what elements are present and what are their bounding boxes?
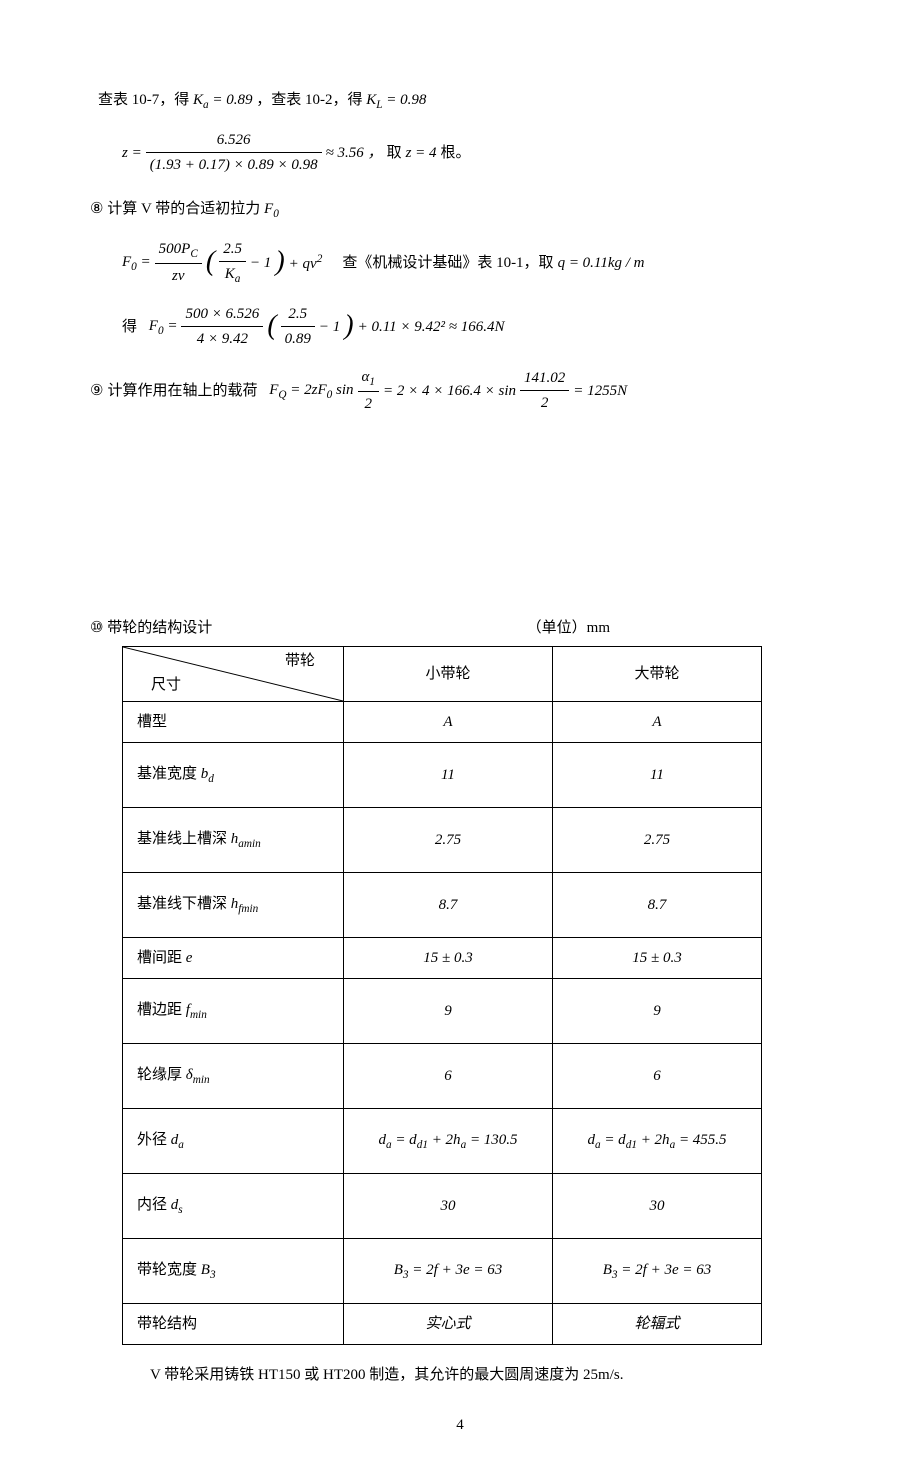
frac2: 141.02 2 bbox=[520, 366, 569, 415]
text: 计算 V 带的合适初拉力 bbox=[107, 201, 260, 217]
table-row: 内径 ds3030 bbox=[123, 1174, 762, 1239]
tail: + 0.11 × 9.42² ≈ 166.4N bbox=[358, 315, 505, 339]
eq-f0-numeric: 得 F0 = 500 × 6.526 4 × 9.42 ( 2.5 0.89 −… bbox=[122, 302, 830, 351]
text: 查表 10-7，得 bbox=[98, 92, 189, 108]
frac1: 500PC zv bbox=[155, 237, 202, 288]
row-label: 轮缘厚 δmin bbox=[123, 1044, 344, 1109]
text: ，查表 10-2，得 bbox=[256, 92, 362, 108]
diag-header: 带轮 尺寸 bbox=[123, 647, 344, 702]
rparen: ) bbox=[344, 304, 353, 349]
eq-z: z = 6.526 (1.93 + 0.17) × 0.89 × 0.98 ≈ … bbox=[122, 128, 830, 177]
pre: 得 bbox=[122, 315, 137, 339]
approx: ≈ 3.56 ， bbox=[326, 141, 383, 165]
frac1: 500 × 6.526 4 × 9.42 bbox=[181, 302, 263, 351]
cell-large: 11 bbox=[553, 743, 762, 808]
cell-large: 8.7 bbox=[553, 873, 762, 938]
cell-large: 6 bbox=[553, 1044, 762, 1109]
minus1: − 1 bbox=[319, 315, 340, 339]
footer-note: V 带轮采用铸铁 HT150 或 HT200 制造，其允许的最大圆周速度为 25… bbox=[150, 1363, 830, 1387]
table-row: 带轮宽度 B3B3 = 2f + 3e = 63B3 = 2f + 3e = 6… bbox=[123, 1239, 762, 1304]
row-label: 带轮宽度 B3 bbox=[123, 1239, 344, 1304]
mid: = 2 × 4 × 166.4 × sin bbox=[383, 379, 516, 403]
cell-small: A bbox=[344, 702, 553, 743]
cell-small: 实心式 bbox=[344, 1304, 553, 1345]
step-10-heading: ⑩ 带轮的结构设计 （单位）mm bbox=[90, 616, 830, 640]
row-label: 基准宽度 bd bbox=[123, 743, 344, 808]
rparen: ) bbox=[275, 240, 284, 285]
text: 带轮的结构设计 bbox=[107, 616, 212, 640]
cell-small: B3 = 2f + 3e = 63 bbox=[344, 1239, 553, 1304]
cell-large: 轮辐式 bbox=[553, 1304, 762, 1345]
fraction: 6.526 (1.93 + 0.17) × 0.89 × 0.98 bbox=[146, 128, 322, 177]
z-val: z = 4 bbox=[406, 141, 437, 165]
col-small: 小带轮 bbox=[344, 647, 553, 702]
plus-qv2: + qv2 bbox=[289, 250, 323, 276]
lhs: FQ = 2zF0 sin bbox=[269, 378, 353, 404]
step-8-heading: ⑧ 计算 V 带的合适初拉力 F0 bbox=[90, 197, 830, 223]
eq-f0-general: F0 = 500PC zv ( 2.5 Ka − 1 ) + qv2 查《机械设… bbox=[122, 237, 830, 288]
table-row: 带轮结构实心式轮辐式 bbox=[123, 1304, 762, 1345]
col-large: 大带轮 bbox=[553, 647, 762, 702]
row-label: 槽边距 fmin bbox=[123, 979, 344, 1044]
ka-value: Ka = 0.89 bbox=[193, 92, 253, 108]
lparen: ( bbox=[206, 240, 215, 285]
pulley-table: 带轮 尺寸 小带轮 大带轮 槽型AA基准宽度 bd1111基准线上槽深 hami… bbox=[122, 646, 762, 1345]
sym: F0 bbox=[264, 201, 279, 217]
frac1: α1 2 bbox=[358, 365, 380, 416]
kl-value: KL = 0.98 bbox=[366, 92, 426, 108]
cell-large: da = dd1 + 2ha = 455.5 bbox=[553, 1109, 762, 1174]
table-row: 槽型AA bbox=[123, 702, 762, 743]
table-row: 槽间距 e15 ± 0.315 ± 0.3 bbox=[123, 938, 762, 979]
marker: ⑧ bbox=[90, 201, 103, 217]
cell-small: da = dd1 + 2ha = 130.5 bbox=[344, 1109, 553, 1174]
table-header-row: 带轮 尺寸 小带轮 大带轮 bbox=[123, 647, 762, 702]
marker: ⑨ bbox=[90, 379, 103, 403]
row-label: 槽间距 e bbox=[123, 938, 344, 979]
cell-small: 11 bbox=[344, 743, 553, 808]
frac2: 2.5 0.89 bbox=[281, 302, 315, 351]
lparen: ( bbox=[267, 304, 276, 349]
cell-small: 30 bbox=[344, 1174, 553, 1239]
row-label: 基准线上槽深 hamin bbox=[123, 808, 344, 873]
unit-label: （单位）mm bbox=[527, 616, 610, 640]
row-label: 基准线下槽深 hfmin bbox=[123, 873, 344, 938]
row-label: 内径 ds bbox=[123, 1174, 344, 1239]
cell-large: 2.75 bbox=[553, 808, 762, 873]
text: 计算作用在轴上的载荷 bbox=[107, 379, 257, 403]
cell-large: 30 bbox=[553, 1174, 762, 1239]
row-label: 带轮结构 bbox=[123, 1304, 344, 1345]
cell-small: 6 bbox=[344, 1044, 553, 1109]
unit: 根。 bbox=[441, 141, 471, 165]
lookup-line: 查表 10-7，得 Ka = 0.89 ，查表 10-2，得 KL = 0.98 bbox=[90, 88, 830, 114]
marker: ⑩ bbox=[90, 616, 103, 640]
cell-large: B3 = 2f + 3e = 63 bbox=[553, 1239, 762, 1304]
table-row: 基准宽度 bd1111 bbox=[123, 743, 762, 808]
ref-text: 查《机械设计基础》表 10-1，取 bbox=[342, 251, 553, 275]
cell-large: 15 ± 0.3 bbox=[553, 938, 762, 979]
q-val: q = 0.11kg / m bbox=[558, 251, 645, 275]
page-number: 4 bbox=[90, 1413, 830, 1437]
cell-large: A bbox=[553, 702, 762, 743]
row-label: 槽型 bbox=[123, 702, 344, 743]
cell-large: 9 bbox=[553, 979, 762, 1044]
text: 取 bbox=[387, 141, 402, 165]
tail: = 1255N bbox=[573, 379, 627, 403]
cell-small: 9 bbox=[344, 979, 553, 1044]
cell-small: 8.7 bbox=[344, 873, 553, 938]
step-9-line: ⑨ 计算作用在轴上的载荷 FQ = 2zF0 sin α1 2 = 2 × 4 … bbox=[90, 365, 830, 416]
lhs: z = bbox=[122, 141, 142, 165]
table-row: 轮缘厚 δmin66 bbox=[123, 1044, 762, 1109]
cell-small: 2.75 bbox=[344, 808, 553, 873]
row-label: 外径 da bbox=[123, 1109, 344, 1174]
lhs: F0 = bbox=[149, 314, 178, 340]
table-row: 基准线下槽深 hfmin8.78.7 bbox=[123, 873, 762, 938]
lhs: F0 = bbox=[122, 250, 151, 276]
cell-small: 15 ± 0.3 bbox=[344, 938, 553, 979]
table-row: 基准线上槽深 hamin2.752.75 bbox=[123, 808, 762, 873]
table-row: 槽边距 fmin99 bbox=[123, 979, 762, 1044]
table-row: 外径 dada = dd1 + 2ha = 130.5da = dd1 + 2h… bbox=[123, 1109, 762, 1174]
frac2: 2.5 Ka bbox=[219, 237, 246, 288]
minus1: − 1 bbox=[250, 251, 271, 275]
